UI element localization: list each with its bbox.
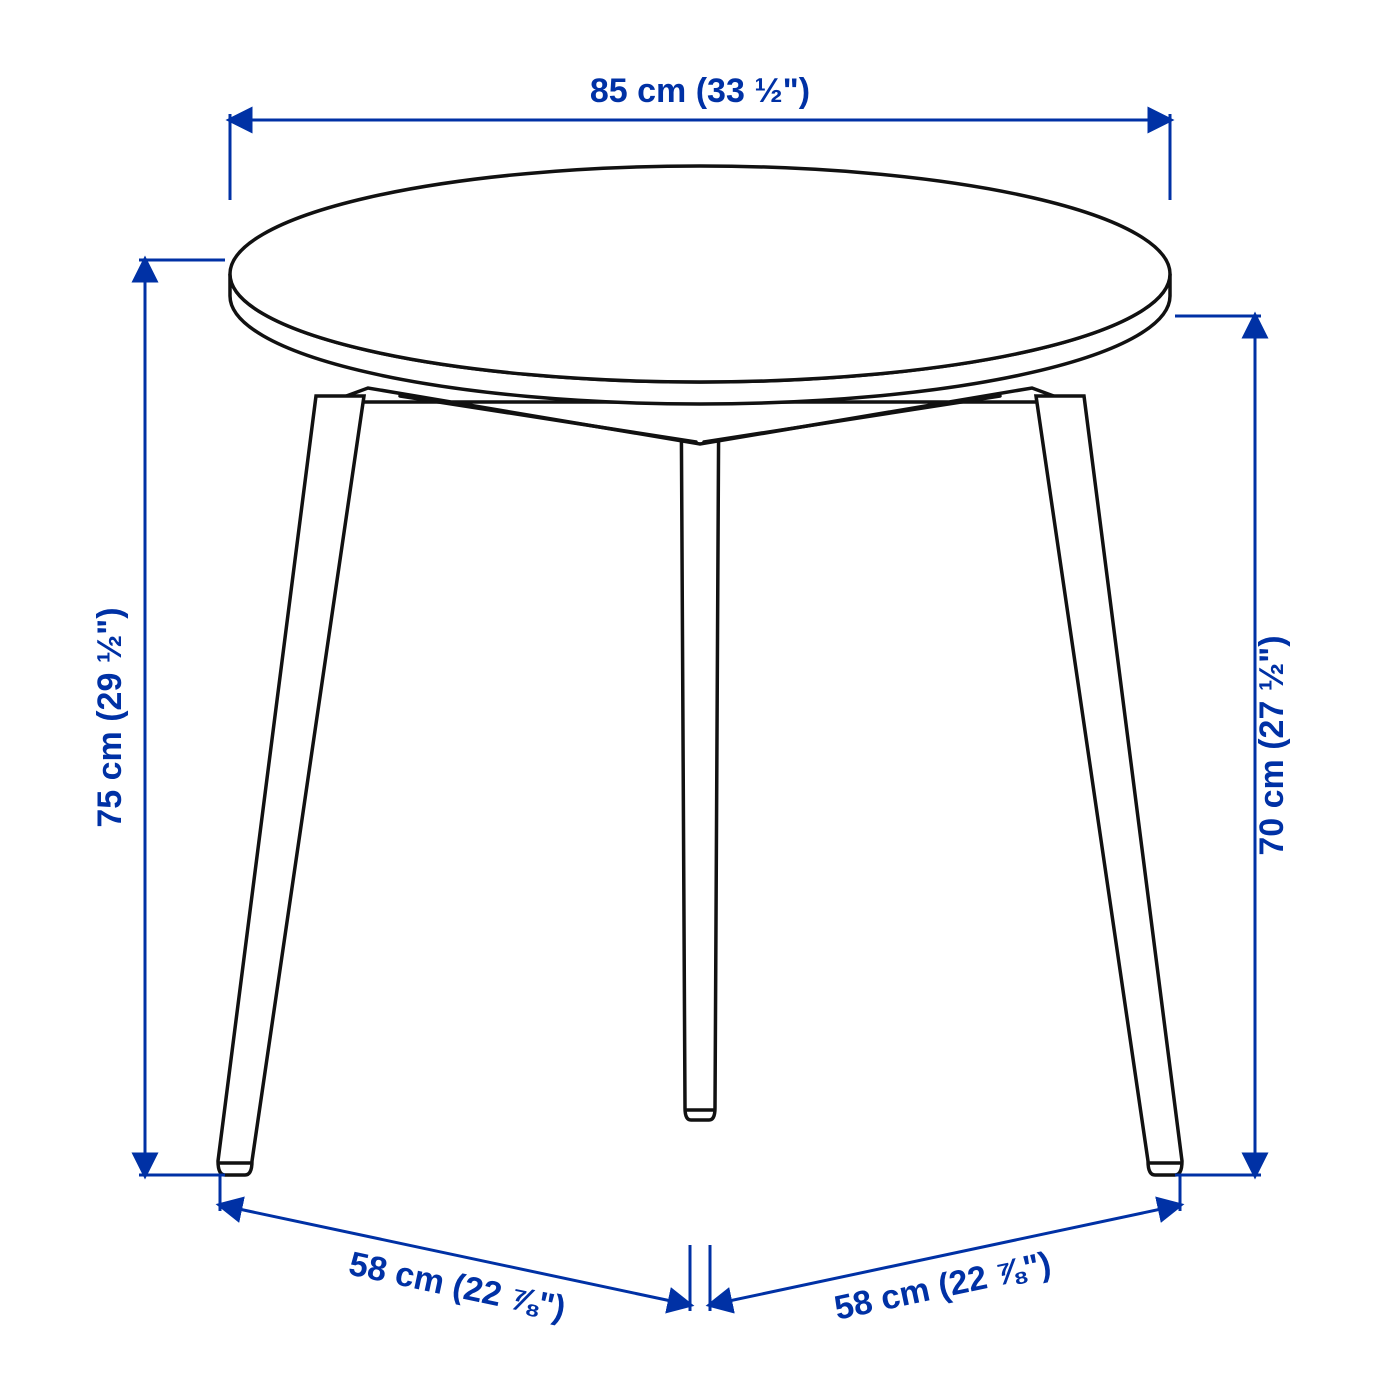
depth-right-label: 58 cm (22 ⅞")	[831, 1245, 1054, 1328]
width-top-label: 85 cm (33 ½")	[590, 72, 810, 110]
height-right-label: 70 cm (27 ½")	[1253, 635, 1291, 855]
height-left-label: 75 cm (29 ½")	[91, 607, 129, 827]
dimension-diagram: 85 cm (33 ½") 75 cm (29 ½") 70 cm (27 ½"…	[0, 0, 1400, 1400]
table-outline	[218, 166, 1182, 1175]
depth-left-label: 58 cm (22 ⅞")	[346, 1245, 569, 1328]
